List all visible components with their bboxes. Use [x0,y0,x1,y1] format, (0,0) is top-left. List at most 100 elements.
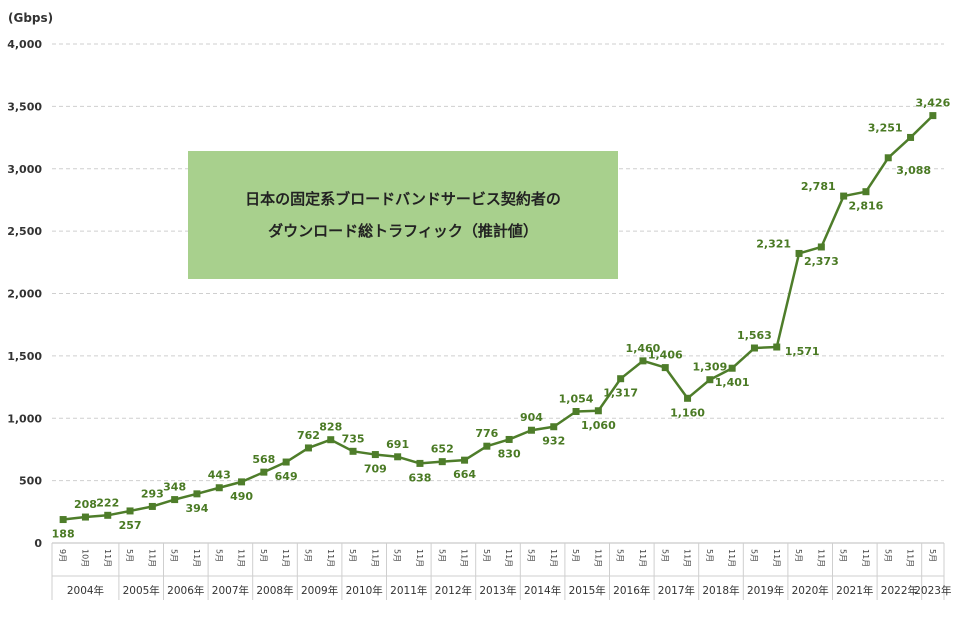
x-tick-label: 5月 [259,549,268,562]
data-label: 638 [408,471,431,484]
data-label: 904 [520,411,543,424]
x-tick-label: 11月 [460,549,469,567]
data-point-marker [728,364,736,372]
y-tick-label: 3,500 [7,100,42,113]
data-point-marker [884,154,892,162]
data-label: 394 [185,502,208,515]
data-point-marker [661,364,669,372]
data-label: 649 [275,470,298,483]
data-point-marker [750,344,758,352]
data-point-marker [304,444,312,452]
data-point-marker [594,407,602,415]
data-label: 1,563 [737,329,772,342]
data-point-marker [327,436,335,444]
x-tick-label: 5月 [437,549,446,562]
x-tick-label: 11月 [281,549,290,567]
data-label: 2,781 [801,180,836,193]
x-tick-label: 11月 [727,549,736,567]
data-point-marker [461,456,469,464]
data-point-marker [639,357,647,365]
data-label: 735 [342,432,365,445]
data-point-marker [817,243,825,251]
data-label: 652 [431,443,454,456]
x-tick-label: 11月 [683,549,692,567]
data-label: 443 [208,469,231,482]
data-label: 1,460 [626,342,661,355]
chart-title-line-2: ダウンロード総トラフィック（推計値） [268,222,538,240]
data-label: 664 [453,468,476,481]
year-label: 2018年 [702,584,739,597]
data-label: 932 [542,435,565,448]
x-tick-label: 11月 [906,549,915,567]
data-label: 3,088 [896,164,931,177]
data-point-marker [104,511,112,519]
year-label: 2004年 [67,584,104,597]
data-label: 1,401 [715,376,750,389]
data-label: 257 [119,519,142,532]
data-label: 1,060 [581,419,616,432]
x-tick-label: 11月 [772,549,781,567]
data-point-marker [438,458,446,466]
x-tick-label: 11月 [861,549,870,567]
year-label: 2008年 [256,584,293,597]
data-point-marker [505,435,513,443]
data-point-marker [617,375,625,383]
x-tick-label: 11月 [370,549,379,567]
data-label: 3,426 [915,97,950,110]
data-point-marker [193,490,201,498]
x-tick-label: 5月 [616,549,625,562]
year-label: 2010年 [346,584,383,597]
data-label: 2,373 [804,255,839,268]
data-point-marker [349,447,357,455]
x-tick-label: 5月 [839,549,848,562]
x-tick-label: 11月 [816,549,825,567]
data-point-marker [527,426,535,434]
data-point-marker [260,468,268,476]
x-tick-label: 11月 [593,549,602,567]
x-tick-label: 5月 [303,549,312,562]
x-tick-label: 5月 [883,549,892,562]
x-tick-label: 5月 [170,549,179,562]
x-tick-label: 5月 [214,549,223,562]
data-point-marker [394,453,402,461]
data-point-marker [773,343,781,351]
data-label: 709 [364,463,387,476]
y-tick-label: 4,000 [7,38,42,51]
x-tick-label: 11月 [549,549,558,567]
data-label: 1,309 [692,361,727,374]
y-tick-label: 3,000 [7,163,42,176]
data-point-marker [795,249,803,257]
y-tick-label: 0 [34,537,42,550]
y-tick-label: 1,500 [7,350,42,363]
year-label: 2015年 [569,584,606,597]
data-point-marker [907,133,915,141]
data-point-marker [416,459,424,467]
data-label: 2,321 [756,237,791,250]
y-tick-label: 1,000 [7,412,42,425]
data-point-marker [215,484,223,492]
x-tick-label: 5月 [348,549,357,562]
data-point-marker [59,516,67,524]
data-label: 1,160 [670,406,705,419]
data-label: 490 [230,490,253,503]
x-tick-label: 11月 [415,549,424,567]
x-tick-label: 5月 [571,549,580,562]
data-label: 762 [297,429,320,442]
x-tick-label: 5月 [794,549,803,562]
y-tick-label: 500 [19,475,42,488]
x-tick-label: 9月 [58,549,67,562]
series-traffic [59,112,937,524]
year-label: 2007年 [212,584,249,597]
x-tick-label: 5月 [749,549,758,562]
data-label: 2,816 [849,200,884,213]
year-label: 2021年 [836,584,873,597]
year-label: 2009年 [301,584,338,597]
x-tick-label: 11月 [147,549,156,567]
x-tick-label: 10月 [80,549,89,567]
year-label: 2023年 [914,584,951,597]
x-axis: 9月 10月 11月 5月 11月 5月 11月 5月 11月 5月 11月 5月 11月 5月 11月 5月… [51,542,951,600]
series-line [63,114,934,521]
data-label: 3,251 [868,121,903,134]
data-point-marker [238,478,246,486]
